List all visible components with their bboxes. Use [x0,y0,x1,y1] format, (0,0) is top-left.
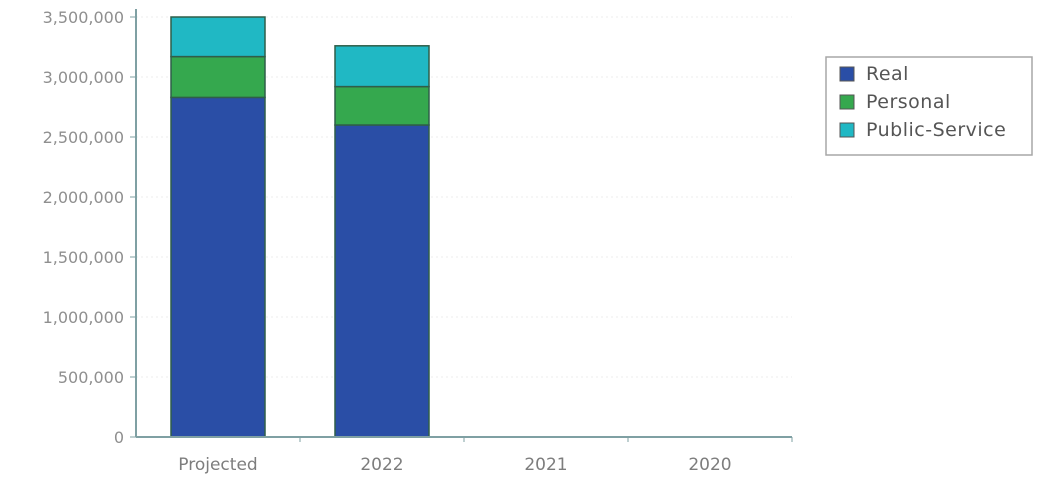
legend-swatch [839,66,855,82]
bar-segment-real [170,96,266,438]
y-tick-label: 2,000,000 [43,188,124,207]
legend: Real Personal Public-Service [825,56,1033,156]
bar-segment-public-service [170,16,266,58]
legend-swatch [839,122,855,138]
axes: 0 500,000 1,000,000 1,500,000 2,000,000 2,500… [43,8,793,475]
y-tick-label: 0 [114,428,124,447]
bars [170,16,430,438]
y-tick-label: 3,500,000 [43,8,124,27]
gridlines [136,16,792,378]
legend-label: Personal [866,91,951,113]
y-tick-label: 2,500,000 [43,128,124,147]
y-tick-label: 3,000,000 [43,68,124,87]
bar-segment-real [334,124,430,438]
bar-segment-personal [170,55,266,99]
y-tick-label: 500,000 [58,368,124,387]
bar-segment-public-service [334,45,430,88]
y-tick-label: 1,500,000 [43,248,124,267]
legend-label: Real [866,63,909,85]
bar-segment-personal [334,85,430,126]
x-tick-label: 2022 [360,455,403,475]
x-tick-label: 2021 [524,455,567,475]
y-tick-label: 1,000,000 [43,308,124,327]
x-tick-label: Projected [178,455,257,475]
legend-box [825,56,1033,156]
x-tick-label: 2020 [688,455,731,475]
legend-label: Public-Service [866,119,1006,141]
legend-swatch [839,94,855,110]
